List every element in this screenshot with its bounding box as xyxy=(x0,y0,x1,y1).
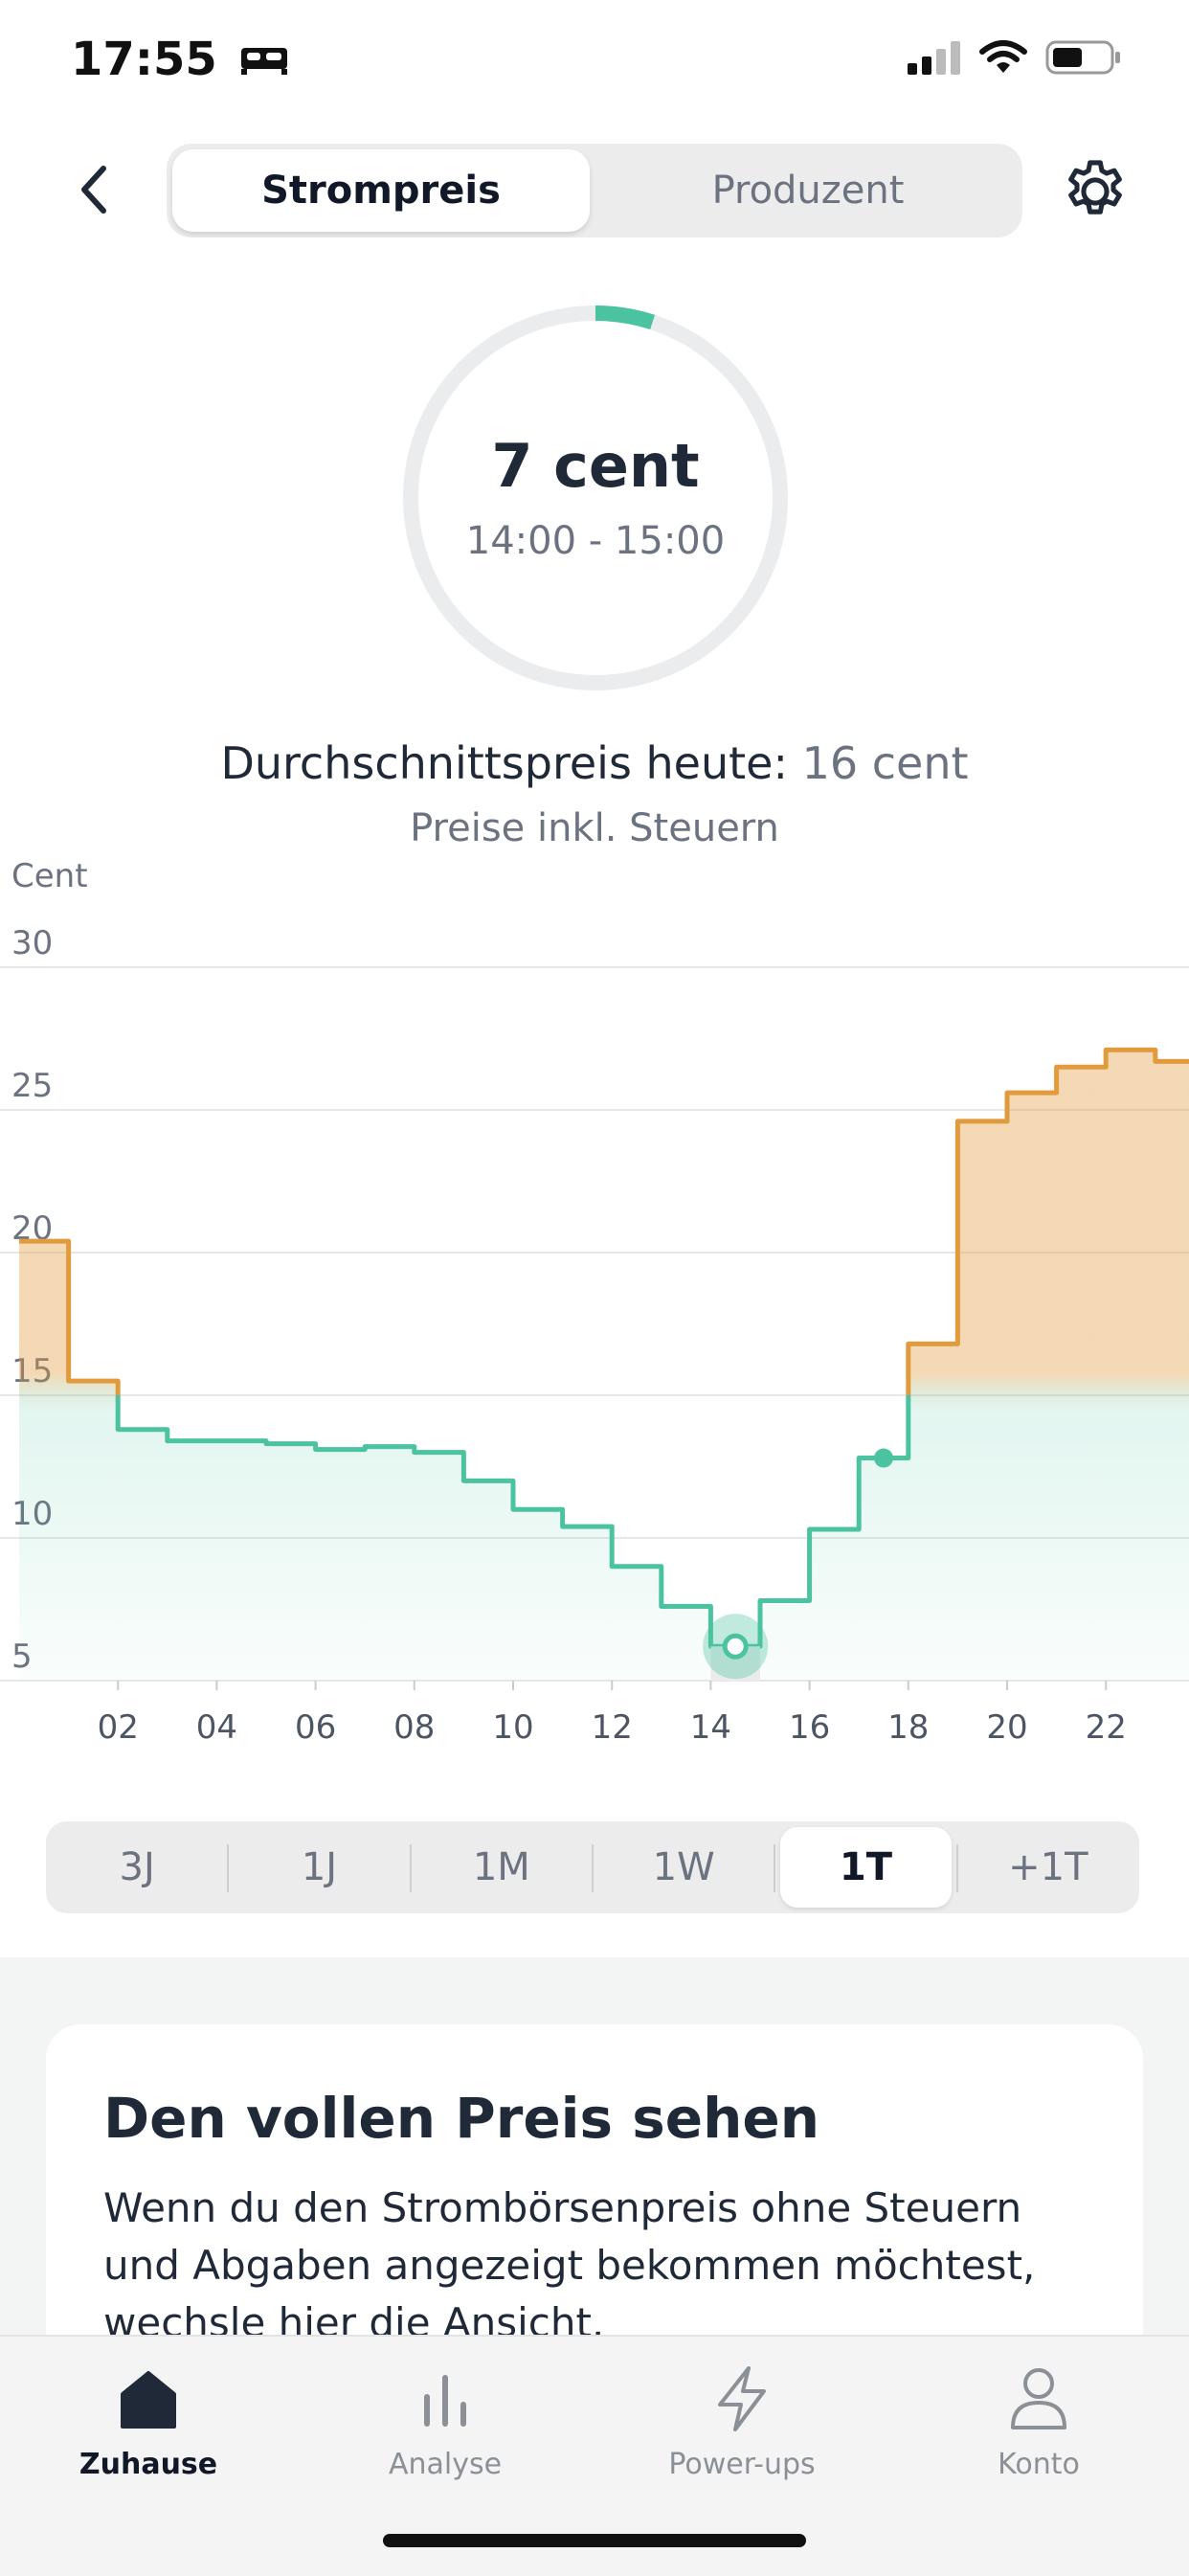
info-section: Den vollen Preis sehen Wenn du den Strom… xyxy=(0,1957,1189,2427)
bed-icon xyxy=(240,48,287,75)
time-range-selector: 3J 1J 1M 1W 1T +1T xyxy=(46,1821,1139,1913)
y-tick-label: 30 xyxy=(11,924,53,962)
gear-icon xyxy=(1068,160,1122,215)
range-option-1j[interactable]: 1J xyxy=(301,1845,338,1889)
nav-item-zuhause[interactable]: Zuhause xyxy=(0,2356,297,2499)
x-tick-label: 10 xyxy=(492,1708,533,1747)
user-icon xyxy=(1011,2368,1066,2429)
x-tick-label: 20 xyxy=(986,1708,1027,1747)
info-card-title: Den vollen Preis sehen xyxy=(103,2086,820,2151)
range-option-plus1t[interactable]: +1T xyxy=(1008,1845,1088,1889)
x-tick-label: 04 xyxy=(196,1708,237,1747)
price-line xyxy=(19,1047,1189,1649)
range-separator xyxy=(409,1844,412,1892)
range-option-1t[interactable]: 1T xyxy=(780,1827,952,1908)
signal-icon xyxy=(907,41,960,75)
range-option-1w[interactable]: 1W xyxy=(652,1845,715,1889)
x-tick-label: 18 xyxy=(887,1708,929,1747)
battery-icon xyxy=(1045,40,1120,75)
wifi-icon xyxy=(978,40,1027,73)
y-tick-label: 25 xyxy=(11,1067,53,1105)
price-chart[interactable]: Cent302520151050204060810121416182022 xyxy=(0,843,1189,1762)
tab-produzent[interactable]: Produzent xyxy=(711,169,905,213)
chevron-left-icon xyxy=(81,166,106,214)
average-price: Durchschnittspreis heute: 16 cent xyxy=(0,737,1189,789)
range-separator xyxy=(955,1844,958,1892)
x-tick-label: 08 xyxy=(393,1708,435,1747)
range-separator xyxy=(774,1844,776,1892)
x-tick-label: 02 xyxy=(98,1708,139,1747)
info-card-text: Wenn du den Strombörsenpreis ohne Steuer… xyxy=(103,2184,1036,2346)
current-hour-point[interactable] xyxy=(722,1633,749,1660)
average-price-label: Durchschnittspreis heute: xyxy=(220,737,788,789)
lightning-icon xyxy=(718,2366,766,2431)
status-bar: 17:55 xyxy=(0,0,1189,134)
nav-item-power-ups[interactable]: Power-ups xyxy=(594,2356,890,2499)
nav-label-analyse: Analyse xyxy=(388,2448,503,2481)
tab-strompreis[interactable]: Strompreis xyxy=(172,149,590,232)
settings-button[interactable] xyxy=(1057,153,1133,230)
y-axis-label: Cent xyxy=(11,857,88,895)
range-option-1m[interactable]: 1M xyxy=(472,1845,530,1889)
status-icons xyxy=(907,40,1122,79)
now-marker-point xyxy=(874,1448,893,1468)
header: Strompreis Produzent xyxy=(0,134,1189,249)
status-time: 17:55 xyxy=(71,33,289,86)
home-icon xyxy=(121,2371,176,2429)
range-option-3j[interactable]: 3J xyxy=(119,1845,155,1889)
home-indicator xyxy=(383,2534,806,2547)
range-separator xyxy=(592,1844,594,1892)
price-gauge: 7 cent 14:00 - 15:00 xyxy=(394,297,796,699)
x-tick-label: 14 xyxy=(690,1708,731,1747)
nav-item-konto[interactable]: Konto xyxy=(890,2356,1187,2499)
nav-label-konto: Konto xyxy=(998,2448,1080,2481)
bottom-nav: Zuhause Analyse Power-ups Konto xyxy=(0,2335,1189,2576)
x-tick-label: 22 xyxy=(1086,1708,1127,1747)
view-segmented-control: Strompreis Produzent xyxy=(167,144,1022,237)
price-gauge-ring xyxy=(403,305,788,690)
x-tick-label: 16 xyxy=(789,1708,830,1747)
nav-label-zuhause: Zuhause xyxy=(79,2448,218,2481)
nav-item-analyse[interactable]: Analyse xyxy=(297,2356,594,2499)
back-button[interactable] xyxy=(57,153,130,226)
price-gauge-progress xyxy=(403,305,788,690)
x-tick-label: 12 xyxy=(592,1708,633,1747)
current-price: 7 cent xyxy=(491,431,700,501)
nav-label-power-ups: Power-ups xyxy=(668,2448,816,2481)
range-separator xyxy=(227,1844,230,1892)
bar-chart-icon xyxy=(424,2375,466,2427)
price-area xyxy=(19,1050,1189,1681)
current-time-range: 14:00 - 15:00 xyxy=(465,519,726,563)
x-tick-label: 06 xyxy=(295,1708,336,1747)
average-price-value: 16 cent xyxy=(801,737,969,789)
tax-note: Preise inkl. Steuern xyxy=(410,806,779,850)
